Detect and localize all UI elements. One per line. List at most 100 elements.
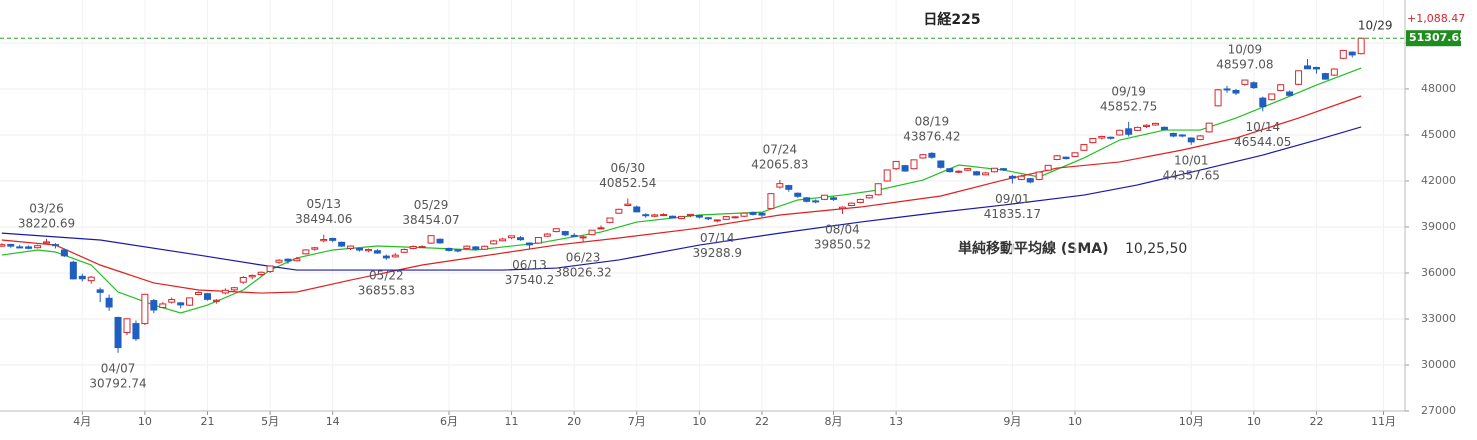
candle-body: [195, 291, 203, 295]
annotation-date: 10/14: [1246, 120, 1281, 134]
y-tick-label: 48000: [1421, 82, 1456, 95]
candle-body: [7, 243, 15, 247]
candle-body: [1125, 128, 1133, 135]
candle-body: [1214, 89, 1222, 107]
annotation-value: 38220.69: [18, 216, 75, 230]
candle-body: [561, 231, 569, 236]
annotation-date: 09/01: [995, 192, 1030, 206]
annotation-value: 41835.17: [984, 207, 1041, 221]
sma-label: 単純移動平均線 (SMA): [958, 240, 1109, 257]
chart-title: 日経225: [923, 11, 980, 28]
candle-body: [892, 160, 900, 170]
candle-body: [1134, 126, 1142, 131]
candle-body: [1259, 97, 1267, 108]
candle-body: [43, 241, 51, 244]
candle-body: [1160, 126, 1168, 131]
annotation-value: 39850.52: [814, 237, 871, 251]
candle-body: [463, 245, 471, 249]
candle-body: [454, 249, 462, 252]
candle-body: [436, 238, 444, 244]
candle-body: [320, 238, 328, 242]
candle-body: [991, 167, 999, 173]
last-price-box: [1406, 30, 1461, 47]
candle-body: [821, 194, 829, 200]
candle-body: [1044, 164, 1052, 171]
candle-body: [982, 172, 990, 176]
annotation-value: 38454.07: [402, 213, 459, 227]
candle-body: [78, 275, 86, 280]
annotation-value: 37540.2: [505, 273, 555, 287]
candle-body: [1178, 134, 1186, 137]
annotation-value: 46544.05: [1234, 135, 1291, 149]
annotation-date: 04/07: [101, 361, 136, 375]
candle-body: [633, 206, 641, 213]
candle-body: [177, 302, 185, 306]
candle-body: [275, 259, 283, 263]
x-tick-label: 10: [138, 415, 152, 428]
candle-body: [704, 217, 712, 220]
candle-body: [1080, 144, 1088, 151]
candle-body: [1089, 138, 1097, 144]
y-tick-label: 45000: [1421, 128, 1456, 141]
candle-body: [1277, 84, 1285, 91]
candle-body: [1348, 51, 1356, 56]
candle-body: [1062, 156, 1070, 160]
candle-body: [1026, 178, 1034, 183]
candle-body: [838, 206, 846, 210]
candle-body: [1053, 155, 1061, 160]
y-tick-label: 39000: [1421, 220, 1456, 233]
candle-body: [973, 171, 981, 176]
x-tick-label: 10: [1247, 415, 1261, 428]
x-tick-label: 20: [567, 415, 581, 428]
annotation-value: 38494.06: [295, 212, 352, 226]
candle-body: [901, 165, 909, 172]
annotation-value: 48597.08: [1216, 57, 1273, 71]
candle-body: [1098, 135, 1106, 139]
candle-body: [248, 274, 256, 278]
candle-body: [624, 203, 632, 207]
candle-body: [1205, 122, 1213, 133]
candle-body: [1107, 136, 1115, 139]
candle-body: [186, 297, 194, 306]
candle-body: [284, 258, 292, 262]
annotation-value: 43876.42: [903, 130, 960, 144]
candle-body: [499, 238, 507, 242]
candle-body: [1232, 89, 1240, 94]
candle-body: [534, 237, 542, 244]
x-tick-label: 22: [1309, 415, 1323, 428]
candle-body: [713, 219, 721, 222]
candle-body: [597, 227, 605, 230]
candle-body: [1321, 73, 1329, 80]
candle-body: [25, 246, 33, 249]
candle-body: [740, 212, 748, 217]
candle-body: [525, 242, 533, 246]
candle-body: [1017, 175, 1025, 180]
candle-body: [830, 197, 838, 200]
sma-line: [1, 95, 1362, 294]
candle-body: [785, 185, 793, 190]
candle-body: [230, 287, 238, 291]
candle-body: [391, 254, 399, 258]
y-tick-label: 30000: [1421, 358, 1456, 371]
candle-body: [1339, 49, 1347, 59]
annotation-date: 08/04: [825, 222, 860, 236]
annotation-value: 36855.83: [358, 283, 415, 297]
annotation-value: 30792.74: [89, 376, 146, 390]
candle-body: [1304, 65, 1312, 70]
candle-body: [1295, 70, 1303, 85]
candle-body: [114, 316, 122, 349]
candle-body: [999, 168, 1007, 171]
candle-body: [34, 245, 42, 249]
candle-body: [1250, 82, 1258, 89]
candle-body: [141, 293, 149, 325]
candle-body: [1151, 122, 1159, 126]
x-tick-label: 21: [200, 415, 214, 428]
candle-body: [695, 214, 703, 218]
candle-body: [490, 240, 498, 245]
sma-periods: 10,25,50: [1125, 241, 1187, 257]
candle-body: [812, 200, 820, 203]
candle-body: [293, 258, 301, 262]
x-tick-label: 14: [326, 415, 340, 428]
annotation-date: 05/13: [306, 197, 341, 211]
candle-body: [883, 169, 891, 182]
